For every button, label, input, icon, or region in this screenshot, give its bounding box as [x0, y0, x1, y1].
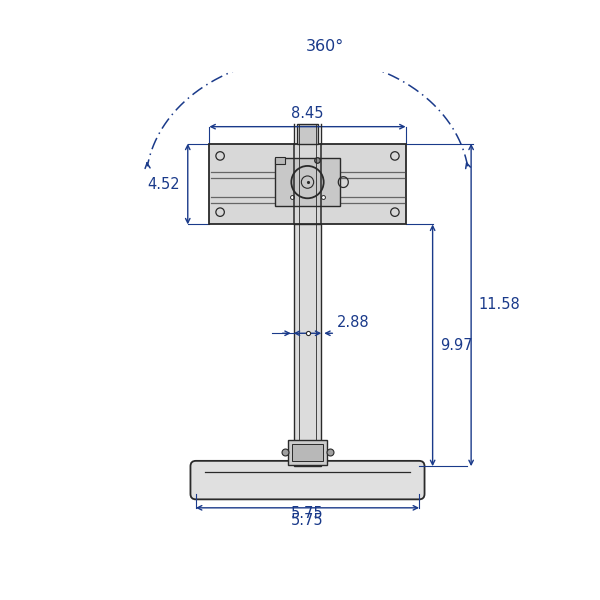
Text: 11.58: 11.58: [479, 298, 521, 313]
Bar: [292, 444, 323, 461]
Bar: [275, 158, 340, 206]
Text: 4.52: 4.52: [148, 176, 180, 191]
Bar: [297, 124, 318, 143]
FancyBboxPatch shape: [190, 461, 425, 499]
Text: 5.75: 5.75: [291, 513, 324, 528]
Bar: [293, 224, 322, 466]
Bar: [288, 440, 327, 464]
Text: 2.88: 2.88: [337, 315, 370, 330]
Bar: [209, 143, 406, 224]
Text: 9.97: 9.97: [440, 338, 473, 353]
Bar: [275, 157, 285, 164]
Text: 360°: 360°: [305, 39, 344, 54]
Text: 5.75: 5.75: [291, 506, 324, 521]
Text: 8.45: 8.45: [291, 106, 324, 121]
